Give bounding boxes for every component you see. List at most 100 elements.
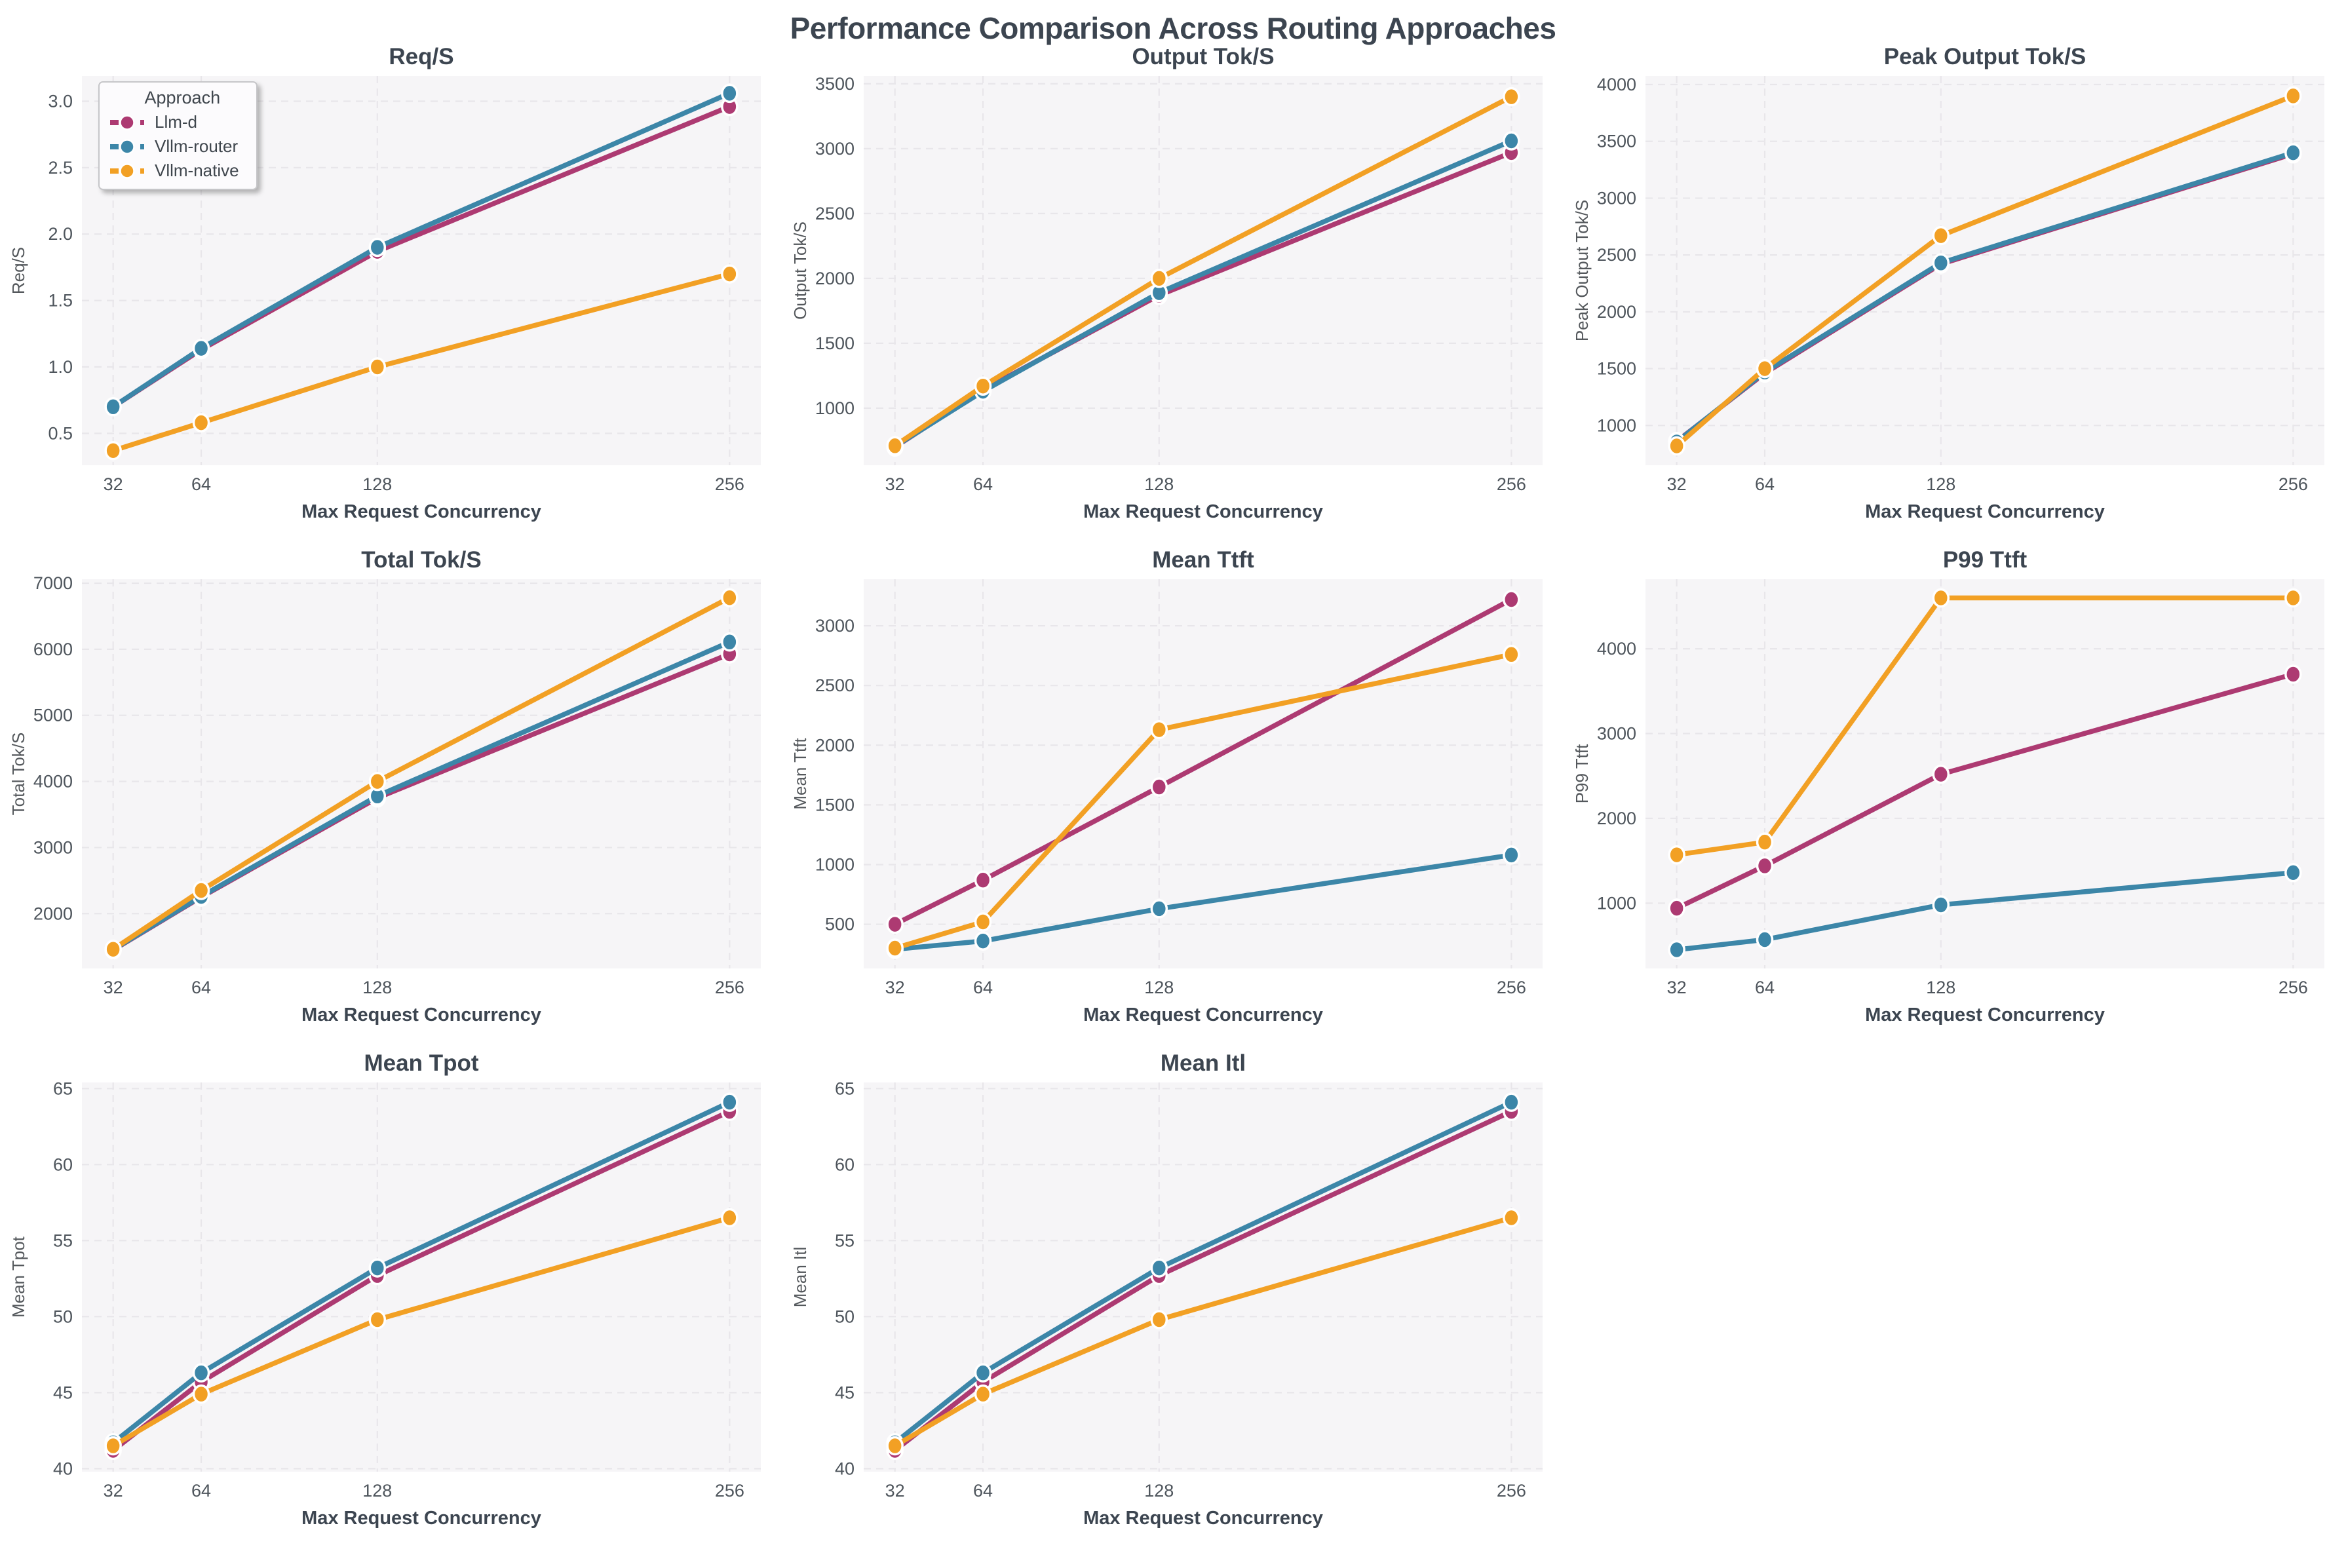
x-tick-label: 64 <box>191 1481 211 1501</box>
series-line-vllm-router <box>892 852 1514 952</box>
x-tick-label: 32 <box>885 474 904 494</box>
data-point-llm-d <box>2284 664 2302 684</box>
y-tick-label: 2000 <box>815 735 854 755</box>
y-tick-label: 1.5 <box>48 291 73 311</box>
y-tick-label: 55 <box>52 1231 72 1250</box>
data-point-vllm-router <box>1150 899 1168 919</box>
y-tick-label: 1000 <box>815 398 854 418</box>
x-tick-label: 32 <box>885 978 904 997</box>
series-line-vllm-router <box>892 1100 1514 1445</box>
data-point-vllm-native <box>1667 845 1685 865</box>
data-point-vllm-router <box>2284 143 2302 163</box>
series-line-vllm-router <box>1674 870 2296 953</box>
data-point-vllm-router <box>2284 863 2302 883</box>
data-point-vllm-native <box>192 1384 210 1404</box>
data-point-llm-d <box>1667 898 1685 918</box>
data-point-vllm-router <box>1932 253 1950 273</box>
y-tick-label: 1500 <box>815 334 854 353</box>
series-line-vllm-native <box>1674 93 2296 449</box>
charts-grid: 0.5 1.0 1.5 2.0 2.5 3.0 32 64 128 256 Req/S Max Req… <box>0 41 2346 1550</box>
subplot-total-tok-s: 2000 3000 4000 5000 6000 7000 32 64 128 256 Total … <box>0 544 782 1047</box>
plot-area <box>1645 579 2324 968</box>
chart-canvas: 1000 1500 2000 2500 3000 3500 32 64 128 256 Output… <box>790 44 1543 522</box>
y-tick-label: 40 <box>52 1459 72 1478</box>
data-point-vllm-router <box>368 1258 386 1278</box>
y-tick-label: 55 <box>834 1231 854 1250</box>
subplot-mean-tpot: 40 45 50 55 60 65 32 64 128 256 Mean Tpot Max Reque… <box>0 1047 782 1550</box>
x-axis-label: Max Request Concurrency <box>1083 1508 1323 1529</box>
data-point-vllm-router <box>1502 131 1520 151</box>
x-tick-label: 128 <box>1144 978 1174 997</box>
data-point-llm-d <box>1502 590 1520 609</box>
y-tick-label: 65 <box>52 1079 72 1098</box>
y-tick-label: 2500 <box>1596 245 1636 265</box>
legend-marker-icon <box>110 163 144 179</box>
x-tick-label: 256 <box>1496 978 1526 997</box>
data-point-vllm-router <box>1502 1092 1520 1112</box>
series-line-vllm-router <box>110 1100 732 1445</box>
data-point-vllm-native <box>104 940 122 959</box>
data-point-vllm-native <box>1932 225 1950 246</box>
data-point-vllm-router <box>1756 930 1773 949</box>
data-point-llm-d <box>1150 777 1168 797</box>
y-tick-label: 1.0 <box>48 357 73 377</box>
y-tick-label: 1500 <box>815 795 854 814</box>
data-point-vllm-native <box>368 771 386 792</box>
subplot-title: Mean Itl <box>1160 1050 1245 1076</box>
y-tick-label: 3000 <box>1596 724 1636 744</box>
subplot-title: P99 Ttft <box>1942 547 2027 573</box>
y-tick-label: 7000 <box>33 573 72 593</box>
data-point-vllm-native <box>104 1436 122 1456</box>
y-tick-label: 65 <box>834 1079 854 1098</box>
x-tick-label: 128 <box>362 1481 392 1501</box>
y-tick-label: 3500 <box>815 74 854 94</box>
x-tick-label: 64 <box>973 978 993 997</box>
data-point-vllm-native <box>1756 832 1773 852</box>
x-axis-label: Max Request Concurrency <box>301 501 541 522</box>
subplot-title: Peak Output Tok/S <box>1883 44 2086 69</box>
series-line-llm-d <box>1674 672 2296 911</box>
legend: Approach Llm-d Vllm-router Vllm-native <box>98 81 258 190</box>
x-tick-label: 64 <box>191 474 211 494</box>
y-axis-label: Output Tok/S <box>790 221 810 320</box>
y-tick-label: 50 <box>52 1307 72 1326</box>
plot-area <box>81 1082 761 1472</box>
chart-canvas: 40 45 50 55 60 65 32 64 128 256 Mean Itl Max Reques… <box>790 1050 1543 1529</box>
data-point-vllm-native <box>1502 645 1520 664</box>
data-point-vllm-native <box>192 881 210 900</box>
y-tick-label: 60 <box>52 1155 72 1174</box>
subplot-title: Total Tok/S <box>361 547 481 573</box>
data-point-vllm-native <box>1150 719 1168 740</box>
x-tick-label: 32 <box>103 978 123 997</box>
data-point-vllm-native <box>720 1208 739 1228</box>
plot-area <box>1645 76 2324 465</box>
data-point-vllm-native <box>1150 269 1168 288</box>
x-tick-label: 32 <box>1666 978 1686 997</box>
y-tick-label: 2500 <box>815 204 854 223</box>
y-tick-label: 3.0 <box>48 92 73 111</box>
data-point-vllm-native <box>192 413 210 432</box>
series-line-vllm-native <box>1674 595 2296 858</box>
data-point-llm-d <box>885 914 904 934</box>
subplot-title: Mean Tpot <box>364 1050 478 1076</box>
plot-area <box>863 1082 1543 1472</box>
y-tick-label: 2000 <box>1596 302 1636 322</box>
x-tick-label: 64 <box>1755 474 1775 494</box>
x-tick-label: 128 <box>1926 474 1955 494</box>
data-point-vllm-native <box>104 440 122 461</box>
subplot-title: Output Tok/S <box>1132 44 1274 69</box>
data-point-vllm-native <box>974 912 991 932</box>
page-title: Performance Comparison Across Routing Ap… <box>790 11 1556 45</box>
y-tick-label: 1000 <box>815 854 854 874</box>
legend-label: Vllm-native <box>155 161 239 180</box>
y-axis-label: Req/S <box>9 247 28 294</box>
data-point-vllm-router <box>974 1363 991 1383</box>
x-tick-label: 128 <box>1926 978 1955 997</box>
y-tick-label: 4000 <box>1596 75 1636 94</box>
data-point-vllm-native <box>1150 1310 1168 1329</box>
x-tick-label: 256 <box>1496 1481 1526 1501</box>
legend-marker-icon <box>110 114 144 130</box>
series-line-vllm-native <box>110 595 732 952</box>
data-point-vllm-router <box>368 237 386 258</box>
series-line-vllm-router <box>110 640 732 953</box>
